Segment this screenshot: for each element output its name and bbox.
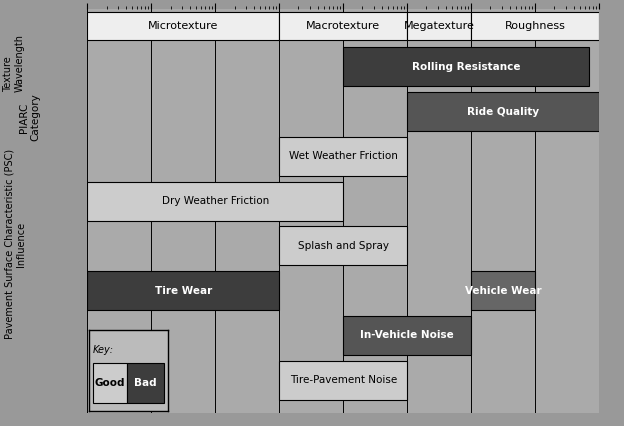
Bar	[87, 12, 280, 40]
Bar	[87, 181, 343, 221]
Bar	[92, 363, 127, 403]
Text: Texture
Wavelength: Texture Wavelength	[3, 34, 25, 92]
Bar	[280, 12, 407, 40]
Text: Ride Quality: Ride Quality	[467, 106, 539, 117]
Bar	[343, 316, 471, 355]
Bar	[471, 12, 599, 40]
Text: Microtexture: Microtexture	[148, 21, 218, 31]
Bar	[407, 12, 471, 40]
Bar	[280, 227, 407, 265]
Text: Good: Good	[94, 378, 125, 388]
Text: Bad: Bad	[134, 378, 157, 388]
Bar	[407, 92, 599, 131]
Text: Megatexture: Megatexture	[404, 21, 475, 31]
Text: Splash and Spray: Splash and Spray	[298, 241, 389, 251]
Text: PIARC
Category: PIARC Category	[19, 94, 41, 141]
Text: Tire-Pavement Noise: Tire-Pavement Noise	[290, 375, 397, 385]
Text: Pavement Surface Characteristic (PSC)
Influence: Pavement Surface Characteristic (PSC) In…	[5, 149, 26, 339]
Text: Wet Weather Friction: Wet Weather Friction	[289, 151, 397, 161]
Text: In-Vehicle Noise: In-Vehicle Noise	[360, 331, 454, 340]
Bar	[127, 363, 164, 403]
Bar	[343, 47, 589, 86]
Text: Tire Wear: Tire Wear	[155, 286, 212, 296]
Bar	[280, 361, 407, 400]
Text: Key:: Key:	[92, 345, 114, 355]
Text: Roughness: Roughness	[505, 21, 565, 31]
Bar	[471, 271, 535, 310]
Bar	[280, 137, 407, 176]
Text: Vehicle Wear: Vehicle Wear	[465, 286, 542, 296]
Text: Macrotexture: Macrotexture	[306, 21, 380, 31]
Bar	[87, 271, 280, 310]
Text: Dry Weather Friction: Dry Weather Friction	[162, 196, 269, 206]
Text: Rolling Resistance: Rolling Resistance	[412, 62, 520, 72]
